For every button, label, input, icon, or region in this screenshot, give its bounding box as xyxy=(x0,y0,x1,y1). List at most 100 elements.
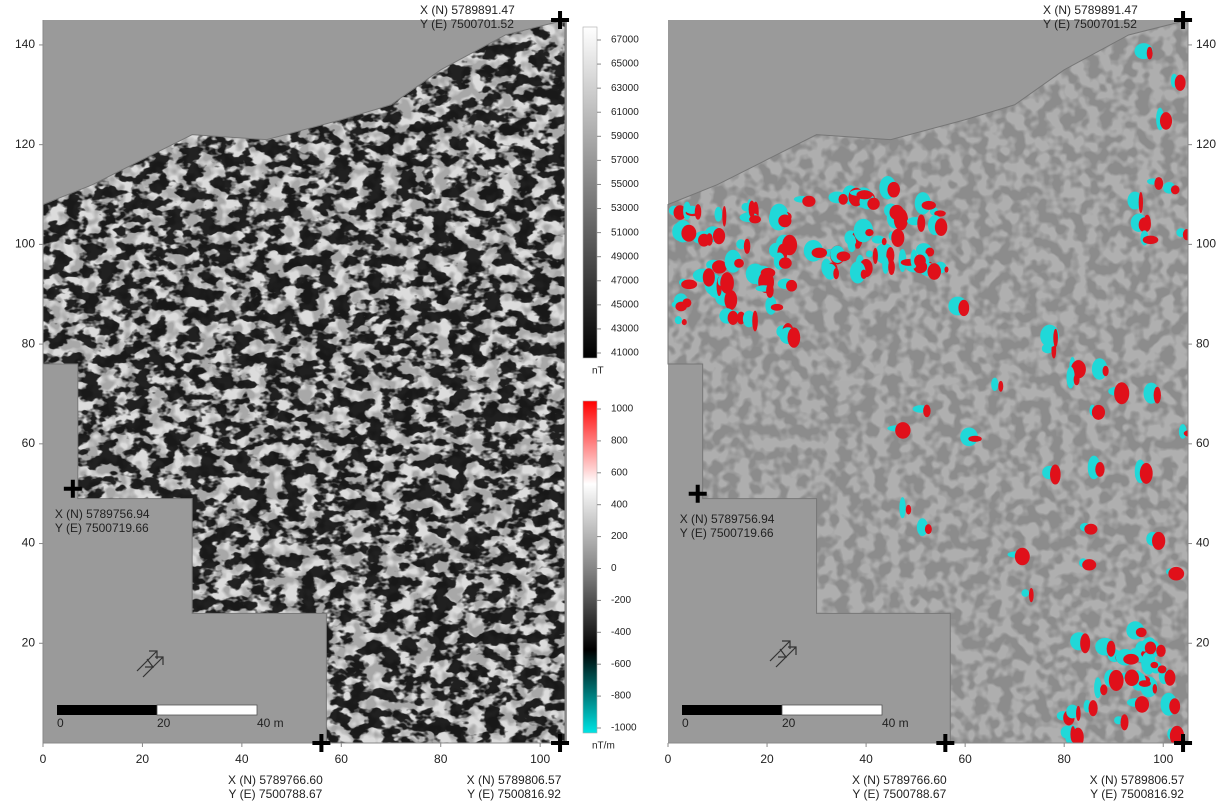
x-tick-label: 40 xyxy=(235,752,249,766)
anomaly-positive xyxy=(766,283,774,298)
anomaly-positive xyxy=(914,254,926,267)
colorbar-tick-label: -400 xyxy=(611,627,631,638)
y-tick-label: 140 xyxy=(15,37,35,51)
colorbar-tick-label: 67000 xyxy=(611,35,639,46)
anomaly-negative xyxy=(866,251,873,258)
anomaly-positive xyxy=(1053,329,1058,347)
scale-bar-label: 20 xyxy=(782,716,796,730)
anomaly-positive xyxy=(703,268,715,286)
anomaly-positive xyxy=(1150,662,1158,668)
scale-bar-label: 0 xyxy=(57,716,64,730)
colorbar-tick-label: 47000 xyxy=(611,275,639,286)
colorbar-tick-label: 51000 xyxy=(611,227,639,238)
colorbar-tick-label: 55000 xyxy=(611,179,639,190)
anomaly-positive xyxy=(882,238,887,245)
anomaly-positive xyxy=(1140,463,1153,484)
anomaly-positive xyxy=(925,524,932,534)
colorbar-tick-label: 400 xyxy=(611,499,628,510)
anomaly-positive xyxy=(1080,633,1090,653)
anomaly-negative xyxy=(882,257,889,274)
anomaly-positive xyxy=(682,319,687,325)
scale-bar-label: 40 m xyxy=(257,716,284,730)
anomaly-positive xyxy=(1100,684,1107,695)
colorbar-unit: nT/m xyxy=(592,741,615,752)
anomaly-positive xyxy=(856,190,872,199)
coordinate-label: X (N) 5789891.47 xyxy=(1043,3,1138,17)
anomaly-positive xyxy=(1095,462,1104,477)
anomaly-positive xyxy=(1123,654,1139,665)
colorbar xyxy=(583,401,597,733)
anomaly-negative xyxy=(847,235,856,253)
scale-bar-white xyxy=(157,705,257,715)
anomaly-positive xyxy=(861,270,867,279)
scale-bar-black xyxy=(682,705,782,715)
anomaly-positive xyxy=(720,272,734,294)
colorbar-unit: nT xyxy=(592,366,604,377)
anomaly-positive xyxy=(1074,374,1080,386)
anomaly-negative xyxy=(899,497,905,518)
anomaly-positive xyxy=(927,263,941,280)
anomaly-positive xyxy=(1143,236,1159,244)
anomaly-positive xyxy=(1168,567,1184,581)
anomaly-positive xyxy=(771,304,783,311)
anomaly-positive xyxy=(1114,382,1129,404)
anomaly-negative xyxy=(715,207,723,222)
colorbar-tick-label: 59000 xyxy=(611,131,639,142)
coordinate-label: Y (E) 7500719.66 xyxy=(680,526,774,540)
anomaly-positive xyxy=(681,280,697,290)
anomaly-positive xyxy=(998,381,1003,392)
anomaly-negative xyxy=(991,378,998,391)
y-tick-label: 100 xyxy=(1196,237,1216,251)
anomaly-positive xyxy=(891,229,904,247)
y-tick-label: 20 xyxy=(1196,635,1210,649)
anomaly-positive xyxy=(895,422,910,439)
y-tick-label: 120 xyxy=(1196,137,1216,151)
anomaly-positive xyxy=(944,266,948,272)
y-tick-label: 120 xyxy=(15,137,35,151)
anomaly-positive xyxy=(675,302,686,312)
coordinate-label: X (N) 5789806.57 xyxy=(1090,773,1185,787)
coordinate-label: X (N) 5789756.94 xyxy=(55,507,150,521)
anomaly-positive xyxy=(778,215,791,228)
colorbar-tick-label: 0 xyxy=(611,563,617,574)
y-tick-label: 80 xyxy=(22,336,36,350)
colorbar-tick-label: 1000 xyxy=(611,404,634,415)
coordinate-label: X (N) 5789756.94 xyxy=(680,512,775,526)
anomaly-positive xyxy=(752,311,758,332)
x-tick-label: 20 xyxy=(760,752,774,766)
colorbar-tick-label: 65000 xyxy=(611,59,639,70)
anomaly-positive xyxy=(1154,387,1161,404)
anomaly-positive xyxy=(838,194,848,205)
anomaly-positive xyxy=(1089,700,1098,716)
x-tick-label: 100 xyxy=(530,752,550,766)
coordinate-label: X (N) 5789766.60 xyxy=(852,773,947,787)
anomaly-positive xyxy=(1136,628,1147,637)
anomaly-positive xyxy=(1145,641,1156,654)
colorbar-tick-label: 63000 xyxy=(611,83,639,94)
x-tick-label: 60 xyxy=(958,752,972,766)
y-tick-label: 80 xyxy=(1196,336,1210,350)
colorbar-tick-label: -800 xyxy=(611,691,631,702)
colorbar-tick-label: 43000 xyxy=(611,324,639,335)
y-tick-label: 40 xyxy=(22,536,36,550)
anomaly-negative xyxy=(675,316,682,324)
x-tick-label: 100 xyxy=(1153,752,1173,766)
x-tick-label: 0 xyxy=(40,752,47,766)
colorbar-tick-label: -1000 xyxy=(611,723,637,734)
colorbar-tick-label: 200 xyxy=(611,531,628,542)
x-tick-label: 0 xyxy=(665,752,672,766)
anomaly-positive xyxy=(722,206,726,227)
colorbar xyxy=(583,27,597,358)
colorbar-tick-label: 600 xyxy=(611,467,628,478)
anomaly-positive xyxy=(865,229,873,236)
coordinate-label: Y (E) 7500816.92 xyxy=(467,787,561,801)
anomaly-positive xyxy=(681,225,696,242)
colorbar-tick-label: -600 xyxy=(611,659,631,670)
anomaly-positive xyxy=(1156,645,1166,657)
anomaly-negative xyxy=(1066,367,1074,389)
x-tick-label: 80 xyxy=(434,752,448,766)
anomaly-positive xyxy=(1158,665,1167,673)
anomaly-positive xyxy=(1184,430,1194,436)
x-tick-label: 20 xyxy=(136,752,150,766)
